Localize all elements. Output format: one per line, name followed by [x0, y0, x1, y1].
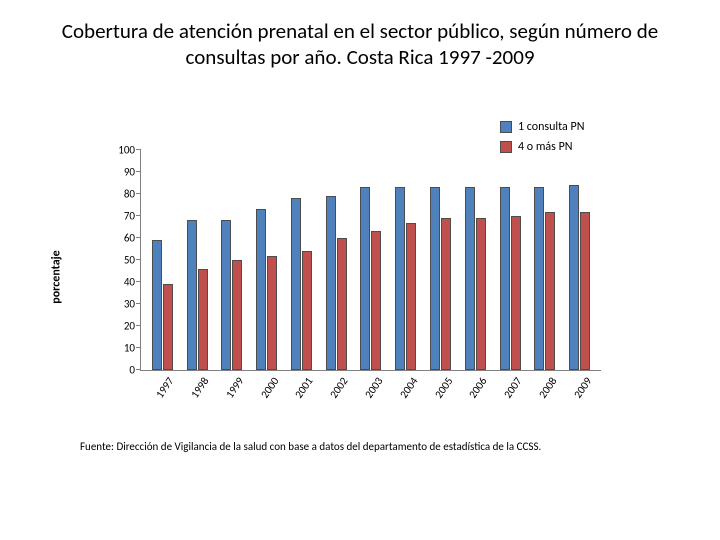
y-tick-label: 20	[124, 320, 135, 333]
y-tick-label: 70	[124, 210, 135, 223]
y-axis-label: porcentaje	[50, 250, 64, 303]
x-tick-label: 2003	[362, 375, 385, 401]
y-tick-mark	[136, 281, 141, 282]
bar-group: 2003	[354, 150, 389, 370]
x-tick-label: 1997	[154, 375, 177, 401]
x-tick-label: 1998	[188, 375, 211, 401]
bar	[406, 223, 416, 370]
plot-area: 1997199819992000200120022003200420052006…	[140, 150, 601, 371]
bar-group: 1997	[145, 150, 180, 370]
bar-group: 1999	[215, 150, 250, 370]
y-tick-mark	[136, 303, 141, 304]
x-tick-label: 2009	[571, 375, 594, 401]
bar	[232, 260, 242, 370]
y-tick-label: 90	[124, 166, 135, 179]
bar	[256, 209, 266, 370]
y-tick-mark	[136, 259, 141, 260]
x-tick-label: 1999	[223, 375, 246, 401]
y-tick-mark	[136, 369, 141, 370]
bar	[465, 187, 475, 370]
bar	[580, 212, 590, 370]
y-tick-label: 100	[118, 144, 135, 157]
bar	[476, 218, 486, 370]
bar-group: 2004	[388, 150, 423, 370]
y-tick-mark	[136, 347, 141, 348]
legend-item-1: 1 consulta PN	[500, 120, 620, 134]
y-tick-mark	[136, 193, 141, 194]
bar	[545, 212, 555, 370]
y-tick-label: 80	[124, 188, 135, 201]
bar	[267, 256, 277, 370]
y-tick-label: 40	[124, 276, 135, 289]
source-note: Fuente: Dirección de Vigilancia de la sa…	[80, 440, 660, 453]
y-tick-mark	[136, 215, 141, 216]
bar	[441, 218, 451, 370]
bar	[326, 196, 336, 370]
bar-group: 2001	[284, 150, 319, 370]
x-tick-label: 2005	[432, 375, 455, 401]
y-tick-label: 30	[124, 298, 135, 311]
bar-group: 2002	[319, 150, 354, 370]
chart-title: Cobertura de atención prenatal en el sec…	[60, 18, 660, 71]
bar	[337, 238, 347, 370]
bar	[360, 187, 370, 370]
bar	[163, 284, 173, 370]
x-tick-label: 2004	[397, 375, 420, 401]
bar	[187, 220, 197, 370]
y-tick-label: 0	[129, 364, 135, 377]
bar	[430, 187, 440, 370]
x-tick-label: 2008	[536, 375, 559, 401]
y-tick-mark	[136, 149, 141, 150]
bar	[500, 187, 510, 370]
bar	[511, 216, 521, 370]
bar-group: 2007	[493, 150, 528, 370]
bar-group: 2009	[562, 150, 597, 370]
y-tick-label: 10	[124, 342, 135, 355]
bar-group: 2005	[423, 150, 458, 370]
bar	[395, 187, 405, 370]
x-tick-label: 2002	[327, 375, 350, 401]
x-tick-label: 2006	[466, 375, 489, 401]
y-tick-label: 50	[124, 254, 135, 267]
bar	[198, 269, 208, 370]
bar	[371, 231, 381, 370]
bar-group: 2006	[458, 150, 493, 370]
x-tick-label: 2000	[258, 375, 281, 401]
bar-group: 2008	[527, 150, 562, 370]
y-tick-mark	[136, 237, 141, 238]
x-tick-label: 2001	[293, 375, 316, 401]
legend-swatch-1	[500, 121, 512, 133]
bar	[302, 251, 312, 370]
bar-group: 2000	[249, 150, 284, 370]
y-tick-label: 60	[124, 232, 135, 245]
bar	[534, 187, 544, 370]
x-tick-label: 2007	[501, 375, 524, 401]
y-tick-mark	[136, 325, 141, 326]
bar	[569, 185, 579, 370]
bar	[221, 220, 231, 370]
bars-container: 1997199819992000200120022003200420052006…	[141, 150, 601, 370]
bar	[291, 198, 301, 370]
bar-group: 1998	[180, 150, 215, 370]
y-tick-mark	[136, 171, 141, 172]
chart-area: 1 consulta PN 4 o más PN porcentaje 1997…	[100, 120, 620, 420]
bar	[152, 240, 162, 370]
legend-label-1: 1 consulta PN	[518, 120, 584, 134]
